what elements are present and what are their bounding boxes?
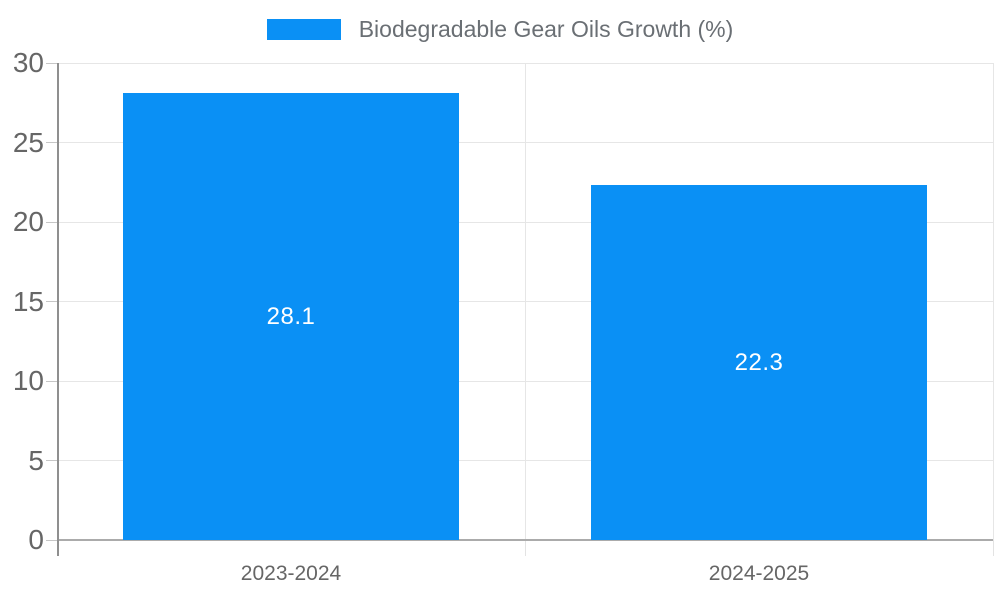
x-axis-tick-0 xyxy=(57,540,59,556)
gridline-x-boundary-1 xyxy=(524,63,526,540)
plot-area: 0 5 10 15 20 25 30 28.1 2023-2024 22.3 2024-2025 xyxy=(13,49,994,585)
bar-value-label: 22.3 xyxy=(734,348,784,376)
y-axis-tick-15 xyxy=(46,301,57,302)
x-axis-tick-2 xyxy=(992,540,994,556)
y-axis-tick-label: 20 xyxy=(12,206,44,237)
legend-swatch xyxy=(266,18,341,40)
bar-2023-2024[interactable]: 28.1 xyxy=(122,93,460,540)
y-axis-tick-label: 5 xyxy=(28,444,44,476)
x-axis-category-label: 2023-2024 xyxy=(240,562,342,585)
gridline-x-boundary-2 xyxy=(992,63,994,540)
y-axis-tick-label: 10 xyxy=(12,365,44,396)
y-axis-tick-20 xyxy=(46,221,57,223)
y-axis-tick-30 xyxy=(46,62,57,64)
y-axis-line xyxy=(57,63,59,540)
x-axis-category-label: 2024-2025 xyxy=(708,562,810,585)
y-axis-tick-0 xyxy=(46,539,57,541)
y-axis-tick-10 xyxy=(46,380,57,382)
y-axis-tick-label: 25 xyxy=(12,126,44,158)
y-axis-tick-label: 0 xyxy=(28,524,44,555)
y-axis-tick-label: 15 xyxy=(12,285,44,317)
y-axis-tick-25 xyxy=(46,142,57,143)
x-axis-tick-1 xyxy=(524,540,526,556)
legend[interactable]: Biodegradable Gear Oils Growth (%) xyxy=(0,16,1000,42)
y-axis-tick-5 xyxy=(46,460,57,461)
legend-label: Biodegradable Gear Oils Growth (%) xyxy=(358,16,734,42)
bar-value-label: 28.1 xyxy=(266,302,316,330)
x-axis-line xyxy=(57,539,993,541)
y-axis-tick-label: 30 xyxy=(12,47,44,78)
bar-2024-2025[interactable]: 22.3 xyxy=(590,185,928,540)
